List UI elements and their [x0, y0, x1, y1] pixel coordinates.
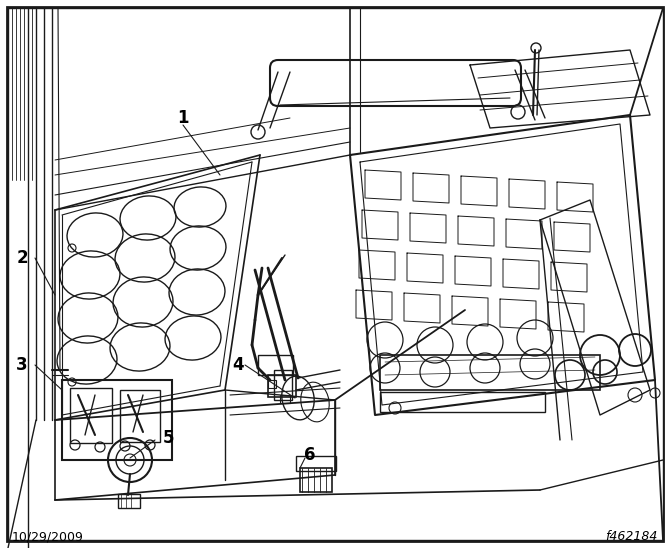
FancyBboxPatch shape [270, 60, 521, 106]
Bar [296, 456, 336, 471]
Bar [118, 494, 140, 508]
Polygon shape [8, 8, 663, 540]
Text: 2: 2 [16, 249, 28, 267]
Bar [120, 390, 160, 442]
Bar [268, 380, 276, 388]
Text: 4: 4 [232, 356, 244, 374]
Bar [274, 370, 292, 400]
Text: 3: 3 [16, 356, 28, 374]
Text: 6: 6 [304, 446, 316, 464]
Text: 1: 1 [178, 109, 189, 127]
Bar [380, 355, 600, 390]
Bar [70, 388, 112, 443]
Bar [62, 380, 172, 460]
Bar [258, 355, 293, 375]
Text: 5: 5 [162, 429, 174, 447]
Text: 10/29/2009: 10/29/2009 [12, 530, 84, 543]
Bar [280, 395, 290, 403]
Bar [380, 392, 545, 412]
Bar [268, 375, 296, 397]
Text: f462184: f462184 [606, 530, 658, 543]
Bar [300, 468, 332, 492]
